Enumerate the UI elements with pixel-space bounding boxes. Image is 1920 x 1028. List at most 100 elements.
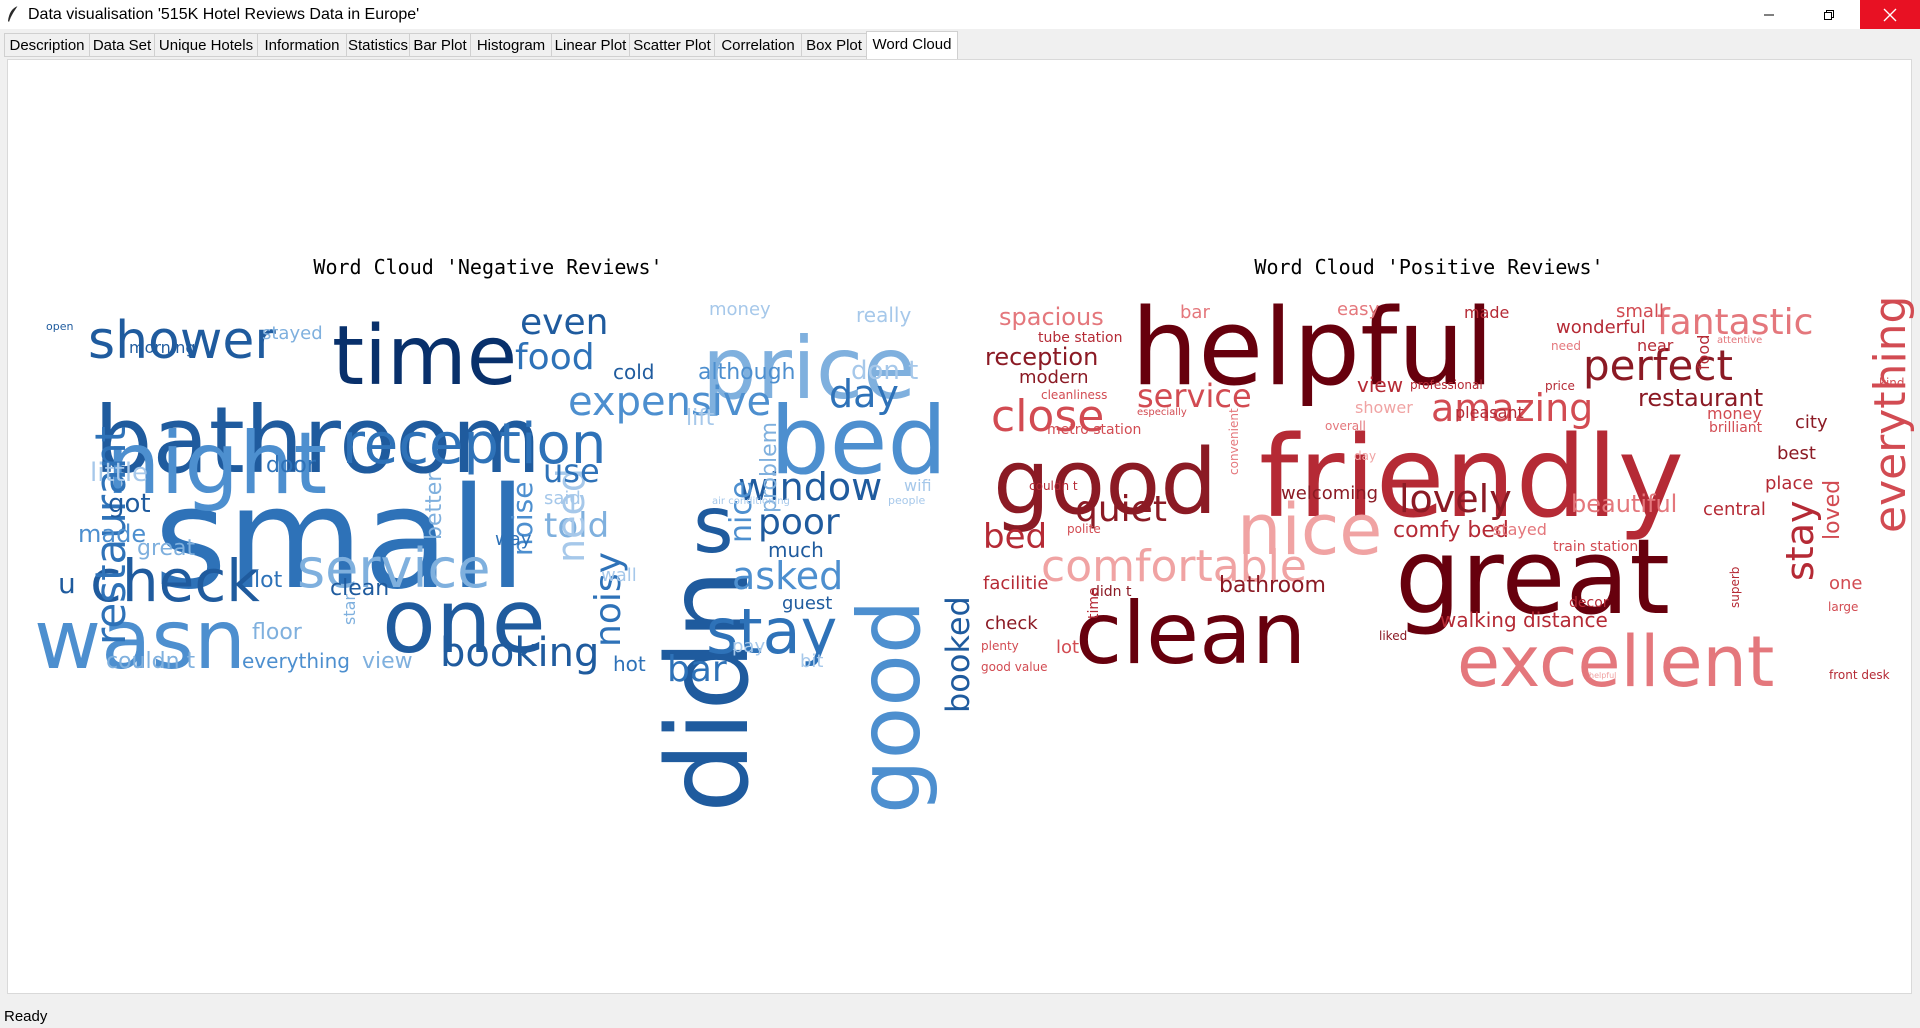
cloud-word: nice — [1237, 489, 1383, 571]
tab-histogram[interactable]: Histogram — [470, 33, 552, 57]
tab-information[interactable]: Information — [257, 33, 347, 57]
positive-cloud-title: Word Cloud 'Positive Reviews' — [1254, 255, 1604, 279]
tab-scatter-plot[interactable]: Scatter Plot — [629, 33, 715, 57]
cloud-word: overall — [1325, 419, 1366, 433]
cloud-word: price — [1545, 379, 1575, 393]
cloud-word: way — [495, 529, 532, 550]
cloud-word: especially — [1137, 407, 1187, 418]
cloud-word: amazing — [1431, 386, 1594, 430]
cloud-word: couldn t — [106, 649, 196, 674]
cloud-word: open — [46, 320, 74, 333]
tab-bar-plot[interactable]: Bar Plot — [409, 33, 471, 57]
cloud-word: check — [90, 547, 260, 615]
cloud-word: front desk — [1829, 668, 1890, 682]
cloud-word: stayed — [1493, 520, 1547, 539]
cloud-word: metro station — [1047, 422, 1142, 438]
maximize-button[interactable] — [1806, 0, 1852, 29]
cloud-word: train station — [1553, 539, 1639, 555]
tab-unique-hotels[interactable]: Unique Hotels — [154, 33, 258, 57]
cloud-word: lot — [1056, 637, 1080, 658]
cloud-word: superb — [1728, 566, 1742, 608]
cloud-word: loved — [1820, 479, 1845, 540]
cloud-word: stay — [706, 595, 838, 668]
cloud-word: money — [709, 299, 771, 320]
cloud-word: best — [1777, 443, 1816, 464]
cloud-word: place — [1765, 473, 1814, 494]
cloud-word: time — [332, 309, 518, 404]
tab-description[interactable]: Description — [4, 33, 90, 57]
cloud-word: reception — [342, 412, 607, 477]
cloud-word: cold — [613, 360, 655, 384]
cloud-word: lovely — [1399, 477, 1512, 521]
close-button[interactable] — [1860, 0, 1920, 29]
tab-word-cloud[interactable]: Word Cloud — [866, 31, 958, 59]
cloud-word: service — [297, 537, 491, 600]
cloud-word: guest — [782, 593, 833, 614]
window-title: Data visualisation '515K Hotel Reviews D… — [28, 6, 420, 23]
cloud-word: cleanliness — [1041, 388, 1108, 402]
cloud-word: one — [1829, 573, 1863, 594]
cloud-word: good value — [981, 660, 1048, 674]
cloud-word: day — [1354, 449, 1377, 463]
maximize-icon — [1824, 9, 1834, 20]
cloud-word: stay — [1778, 500, 1822, 581]
cloud-word: wonderful — [1556, 317, 1646, 338]
cloud-word: bathroom — [94, 387, 542, 494]
cloud-word: made — [1464, 303, 1510, 322]
cloud-word: welcoming — [1281, 483, 1379, 504]
cloud-word: bed — [983, 517, 1048, 557]
cloud-word: excellent — [1457, 621, 1775, 703]
cloud-word: bar — [667, 649, 727, 690]
cloud-word: tube station — [1038, 330, 1123, 346]
cloud-word: walking distance — [1440, 608, 1608, 632]
cloud-word: near — [1637, 336, 1674, 355]
cloud-word: city — [1795, 412, 1828, 433]
cloud-word: attentive — [1717, 335, 1763, 346]
cloud-word: made — [78, 520, 147, 548]
cloud-word: expensive — [568, 379, 772, 425]
cloud-word: great — [137, 536, 196, 561]
cloud-word: decor — [1569, 595, 1609, 611]
tab-box-plot[interactable]: Box Plot — [801, 33, 867, 57]
cloud-word: easy — [1337, 299, 1380, 320]
cloud-word: s — [693, 481, 734, 571]
feather-app-icon — [8, 5, 19, 22]
cloud-word: comfy bed — [1393, 518, 1509, 543]
cloud-word: professional — [1410, 378, 1483, 392]
cloud-word: helpful — [1589, 671, 1617, 680]
tab-data-set[interactable]: Data Set — [89, 33, 155, 57]
cloud-word: good — [840, 599, 940, 814]
cloud-word: asked — [732, 554, 844, 598]
cloud-word: air conditioning — [712, 496, 790, 507]
cloud-word: people — [888, 494, 926, 507]
positive-word-cloud: helpful friendly great good clean excellent ni… — [971, 295, 1916, 815]
cloud-word: couldn t — [1029, 479, 1078, 493]
cloud-word: kind — [1879, 376, 1905, 390]
cloud-word: spacious — [999, 303, 1104, 331]
cloud-word: modern — [1019, 367, 1089, 388]
tab-statistics[interactable]: Statistics — [346, 33, 410, 57]
cloud-word: large — [1828, 600, 1859, 614]
cloud-word: night — [106, 414, 328, 514]
minimize-icon — [1764, 14, 1774, 15]
tab-linear-plot[interactable]: Linear Plot — [551, 33, 630, 57]
cloud-word: one — [382, 570, 546, 673]
cloud-word: convenient — [1227, 408, 1241, 475]
cloud-word: facilitie — [983, 573, 1049, 594]
cloud-word: service — [1137, 377, 1252, 415]
tab-correlation[interactable]: Correlation — [714, 33, 802, 57]
cloud-word: view — [362, 649, 413, 674]
cloud-word: shower — [88, 311, 276, 371]
cloud-word: quiet — [1075, 489, 1167, 530]
cloud-word: small — [154, 458, 527, 621]
cloud-word: bed — [770, 387, 948, 496]
cloud-word: beautiful — [1571, 490, 1678, 518]
cloud-word: polite — [1067, 522, 1101, 536]
cloud-word: better — [422, 472, 447, 540]
cloud-word: perfect — [1583, 341, 1733, 390]
cloud-word: small — [1616, 301, 1664, 322]
cloud-word: wall — [601, 565, 637, 586]
cloud-word: door — [266, 453, 316, 478]
minimize-button[interactable] — [1746, 0, 1792, 29]
cloud-word: fantastic — [1657, 302, 1814, 343]
